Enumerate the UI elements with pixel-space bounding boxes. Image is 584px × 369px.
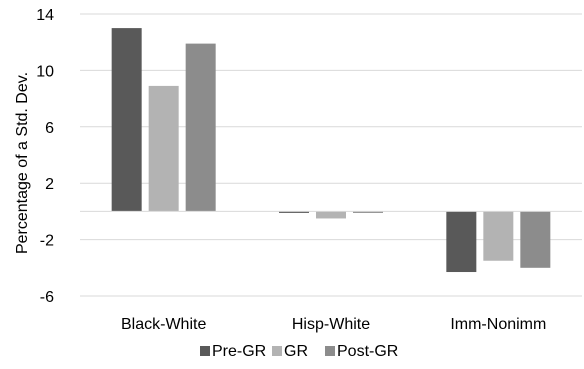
legend: Pre-GR GR Post-GR (200, 343, 398, 360)
legend-label: GR (284, 343, 308, 360)
bars (111, 28, 551, 273)
x-category-label: Black-White (121, 316, 206, 333)
legend-swatch (325, 346, 335, 356)
x-category-label: Imm-Nonimm (450, 316, 546, 333)
y-tick-label: -2 (40, 233, 54, 250)
y-tick-label: 6 (45, 120, 54, 137)
bar (446, 211, 477, 273)
x-category-label: Hisp-White (292, 316, 370, 333)
y-tick-label: 2 (45, 176, 54, 193)
axes: 14 10 6 2 -2 -6 Black-White Hisp-White Imm-Nonim… (36, 7, 582, 333)
legend-label: Post-GR (337, 343, 398, 360)
bar (148, 85, 179, 212)
y-tick-label: 14 (36, 7, 54, 24)
bar (185, 43, 216, 212)
legend-label: Pre-GR (212, 343, 266, 360)
bar (316, 211, 346, 219)
y-tick-label: 10 (36, 63, 54, 80)
bar (520, 211, 551, 268)
bar (353, 211, 383, 213)
legend-swatch (200, 346, 210, 356)
y-tick-label: -6 (40, 289, 54, 306)
bar (279, 211, 309, 213)
y-axis-label: Percentage of a Std. Dev. (14, 72, 31, 254)
bar (483, 211, 514, 261)
bar (111, 28, 142, 212)
legend-swatch (272, 346, 282, 356)
